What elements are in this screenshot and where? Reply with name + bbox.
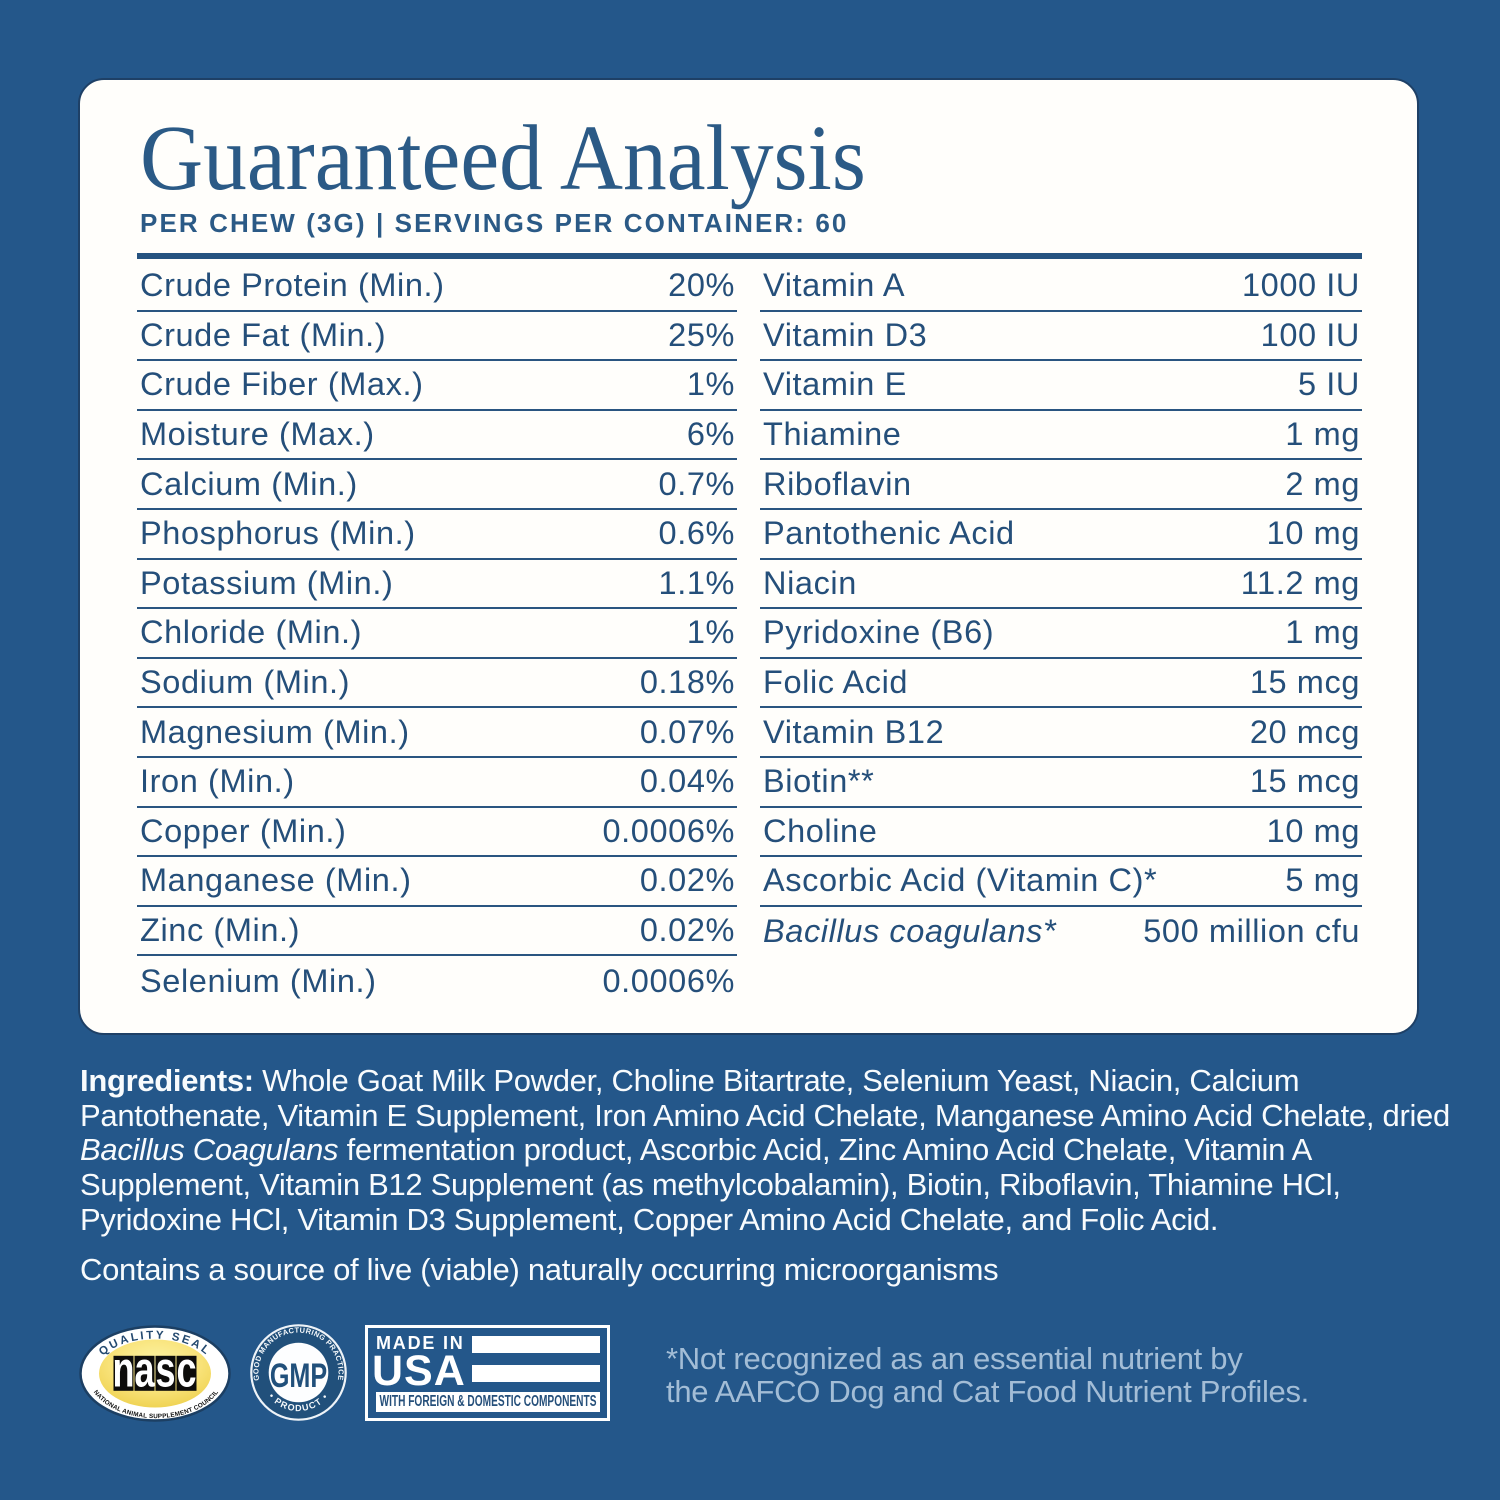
svg-text:a: a (134, 1343, 155, 1398)
svg-text:c: c (176, 1343, 196, 1398)
svg-text:n: n (113, 1343, 135, 1398)
svg-text:GMP: GMP (270, 1357, 327, 1395)
svg-text:s: s (155, 1343, 175, 1398)
